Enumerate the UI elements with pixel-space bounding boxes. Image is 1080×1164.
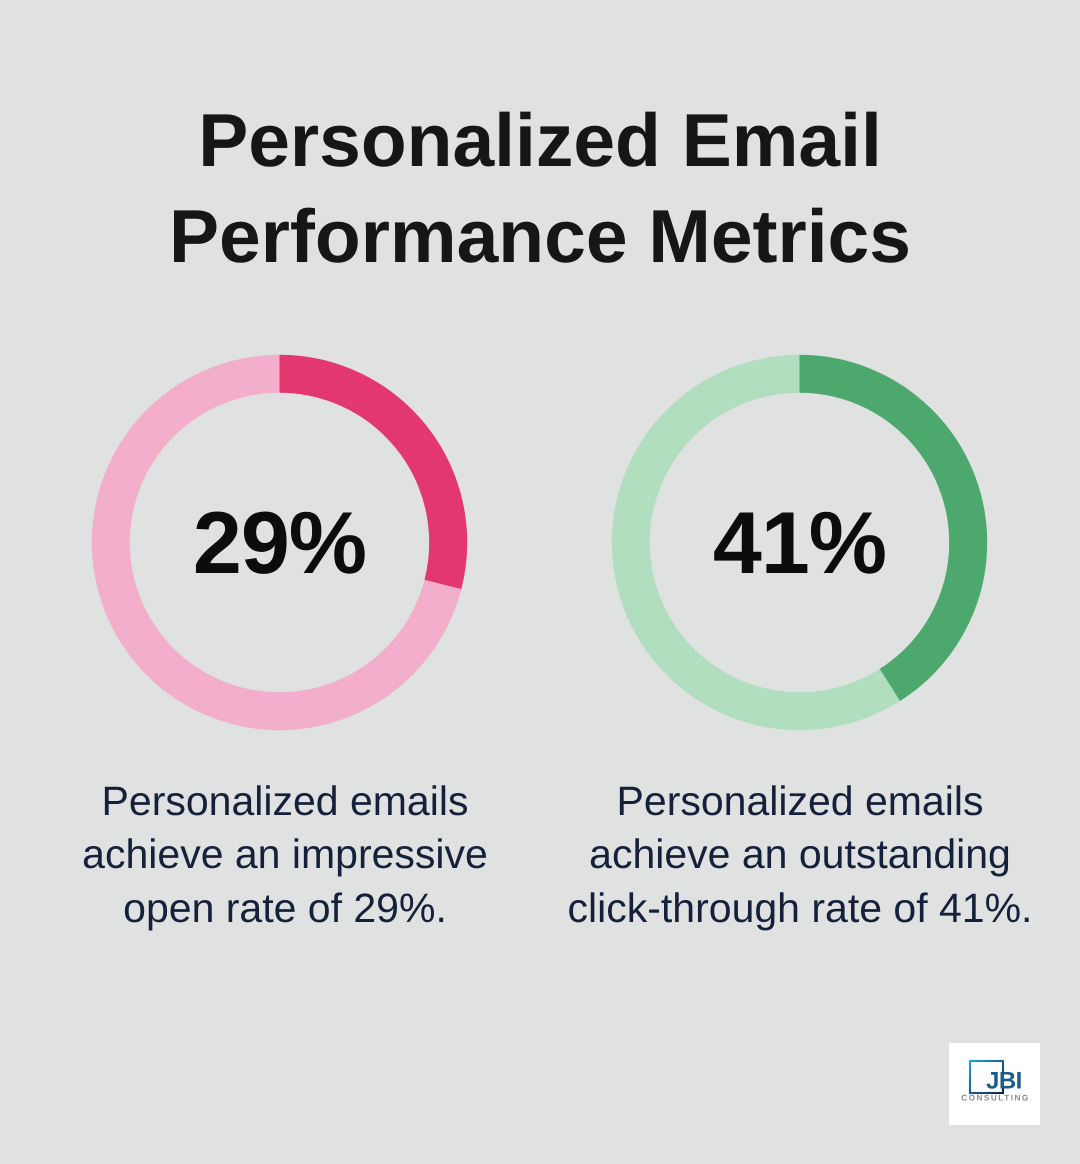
- svg-text:JBI: JBI: [986, 1068, 1022, 1095]
- svg-text:CONSULTING: CONSULTING: [961, 1093, 1030, 1102]
